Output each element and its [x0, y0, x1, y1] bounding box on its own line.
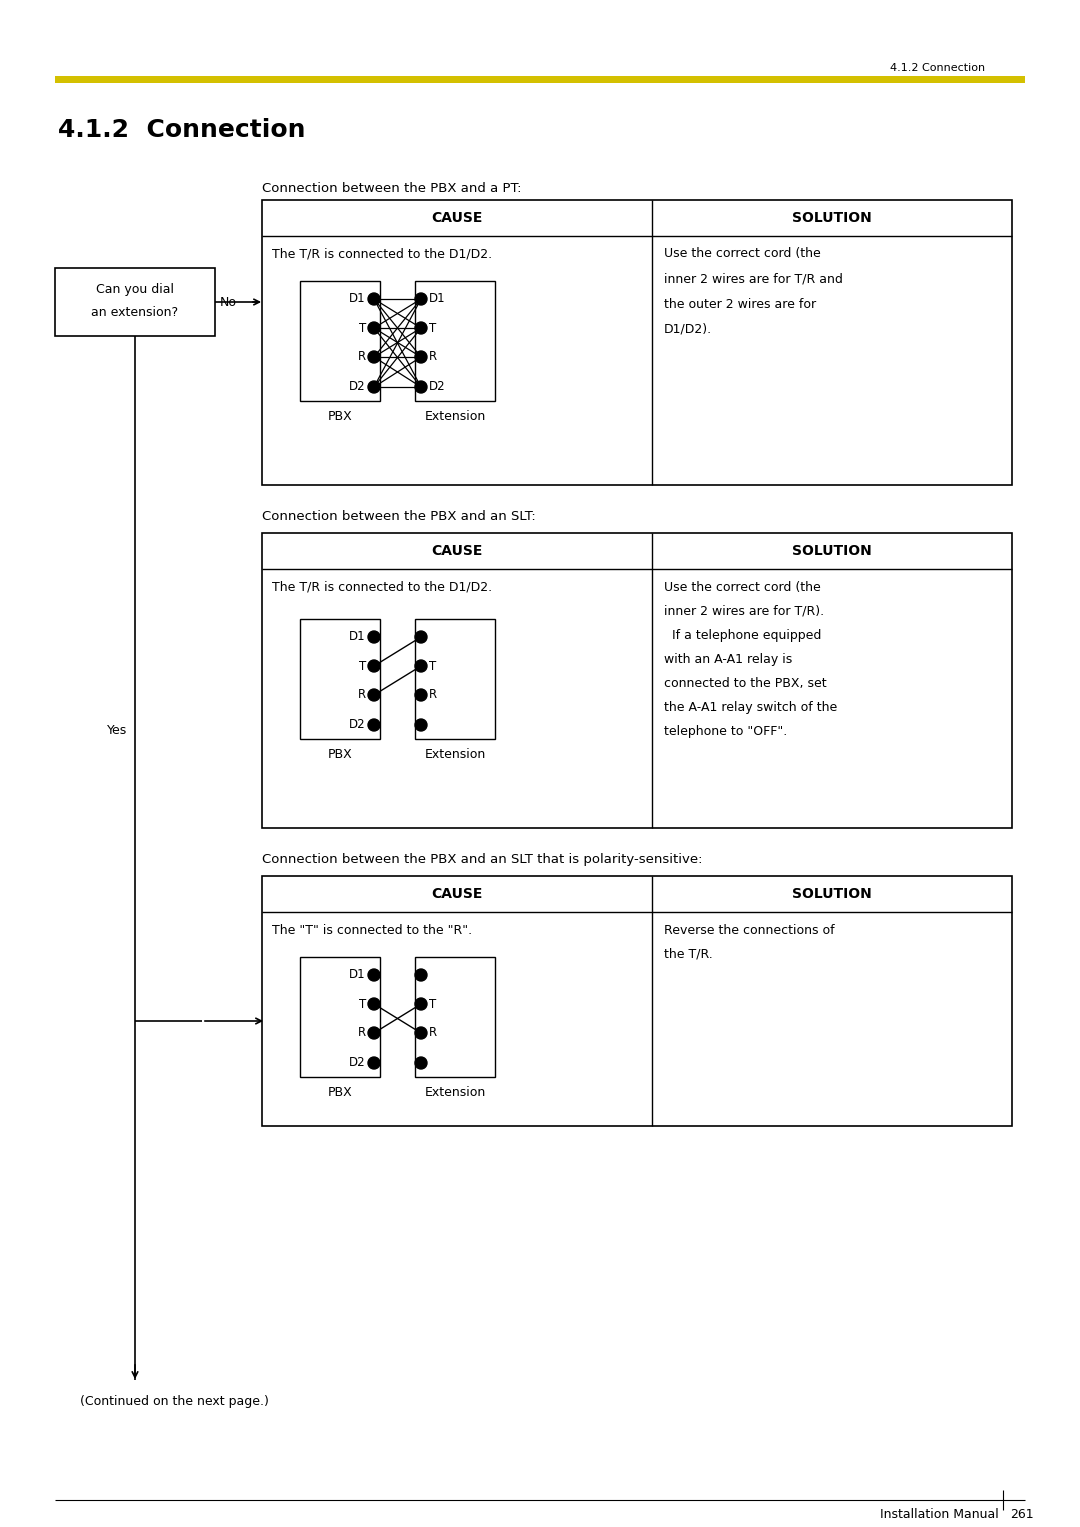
Circle shape	[415, 689, 427, 701]
Text: No: No	[220, 296, 237, 308]
Text: D1/D2).: D1/D2).	[664, 322, 712, 336]
Bar	[262, 533, 1012, 828]
Text: D2: D2	[349, 719, 366, 731]
Text: 4.1.2  Connection: 4.1.2 Connection	[58, 118, 306, 142]
Text: R: R	[429, 689, 437, 701]
Text: CAUSE: CAUSE	[431, 211, 483, 224]
Circle shape	[415, 719, 427, 731]
Text: D2: D2	[429, 380, 446, 394]
Text: Installation Manual: Installation Manual	[880, 1507, 999, 1521]
Text: Yes: Yes	[107, 724, 127, 736]
Circle shape	[415, 1057, 427, 1069]
Bar	[415, 957, 495, 1077]
Text: R: R	[357, 351, 366, 363]
Text: Reverse the connections of: Reverse the connections of	[664, 924, 835, 936]
Text: Extension: Extension	[424, 748, 486, 762]
Circle shape	[368, 1057, 380, 1069]
Text: T: T	[359, 322, 366, 334]
Text: connected to the PBX, set: connected to the PBX, set	[664, 676, 826, 690]
Text: Connection between the PBX and an SLT:: Connection between the PBX and an SLT:	[262, 510, 536, 524]
Text: T: T	[429, 322, 436, 334]
Text: SOLUTION: SOLUTION	[792, 887, 872, 901]
Text: telephone to "OFF".: telephone to "OFF".	[664, 724, 787, 738]
Text: The T/R is connected to the D1/D2.: The T/R is connected to the D1/D2.	[272, 247, 492, 261]
Circle shape	[415, 293, 427, 305]
Text: PBX: PBX	[327, 748, 352, 762]
Circle shape	[415, 970, 427, 980]
Bar	[55, 269, 215, 336]
Bar	[300, 957, 380, 1077]
Circle shape	[368, 719, 380, 731]
Text: The T/R is connected to the D1/D2.: The T/R is connected to the D1/D2.	[272, 580, 492, 594]
Bar	[415, 281, 495, 402]
Text: Extension: Extension	[424, 411, 486, 423]
Text: PBX: PBX	[327, 1087, 352, 1099]
Text: D2: D2	[349, 380, 366, 394]
Text: Extension: Extension	[424, 1087, 486, 1099]
Bar	[262, 200, 1012, 486]
Text: R: R	[429, 1026, 437, 1040]
Text: inner 2 wires are for T/R and: inner 2 wires are for T/R and	[664, 272, 842, 286]
Circle shape	[368, 1028, 380, 1038]
Bar	[300, 618, 380, 739]
Circle shape	[368, 382, 380, 392]
Text: Use the correct cord (the: Use the correct cord (the	[664, 247, 821, 261]
Circle shape	[415, 1028, 427, 1038]
Circle shape	[415, 322, 427, 334]
Circle shape	[368, 293, 380, 305]
Text: the outer 2 wires are for: the outer 2 wires are for	[664, 298, 816, 310]
Circle shape	[368, 999, 380, 1009]
Circle shape	[368, 322, 380, 334]
Circle shape	[415, 382, 427, 392]
Text: Can you dial: Can you dial	[96, 284, 174, 296]
Text: Use the correct cord (the: Use the correct cord (the	[664, 580, 821, 594]
Text: CAUSE: CAUSE	[431, 544, 483, 557]
Text: SOLUTION: SOLUTION	[792, 211, 872, 224]
Bar	[262, 876, 1012, 1125]
Circle shape	[415, 660, 427, 672]
Text: the A-A1 relay switch of the: the A-A1 relay switch of the	[664, 701, 837, 713]
Bar	[55, 76, 1025, 82]
Text: D1: D1	[429, 293, 446, 305]
Text: T: T	[359, 660, 366, 672]
Circle shape	[415, 631, 427, 643]
Text: SOLUTION: SOLUTION	[792, 544, 872, 557]
Text: an extension?: an extension?	[92, 305, 178, 319]
Text: If a telephone equipped: If a telephone equipped	[664, 629, 822, 641]
Text: 4.1.2 Connection: 4.1.2 Connection	[890, 63, 985, 73]
Circle shape	[368, 970, 380, 980]
Text: the T/R.: the T/R.	[664, 947, 713, 960]
Text: Connection between the PBX and a PT:: Connection between the PBX and a PT:	[262, 182, 522, 194]
Text: inner 2 wires are for T/R).: inner 2 wires are for T/R).	[664, 605, 824, 617]
Text: D1: D1	[349, 293, 366, 305]
Circle shape	[368, 660, 380, 672]
Circle shape	[368, 631, 380, 643]
Bar	[300, 281, 380, 402]
Text: 261: 261	[1010, 1507, 1034, 1521]
Circle shape	[415, 999, 427, 1009]
Circle shape	[368, 689, 380, 701]
Text: R: R	[357, 1026, 366, 1040]
Text: D2: D2	[349, 1057, 366, 1069]
Text: with an A-A1 relay is: with an A-A1 relay is	[664, 652, 793, 666]
Text: The "T" is connected to the "R".: The "T" is connected to the "R".	[272, 924, 472, 936]
Text: T: T	[429, 997, 436, 1011]
Text: R: R	[357, 689, 366, 701]
Text: Connection between the PBX and an SLT that is polarity-sensitive:: Connection between the PBX and an SLT th…	[262, 854, 702, 866]
Bar	[415, 618, 495, 739]
Text: R: R	[429, 351, 437, 363]
Text: PBX: PBX	[327, 411, 352, 423]
Text: D1: D1	[349, 968, 366, 982]
Text: T: T	[359, 997, 366, 1011]
Text: D1: D1	[349, 631, 366, 643]
Text: CAUSE: CAUSE	[431, 887, 483, 901]
Text: (Continued on the next page.): (Continued on the next page.)	[80, 1396, 269, 1408]
Circle shape	[368, 351, 380, 363]
Text: T: T	[429, 660, 436, 672]
Circle shape	[415, 351, 427, 363]
